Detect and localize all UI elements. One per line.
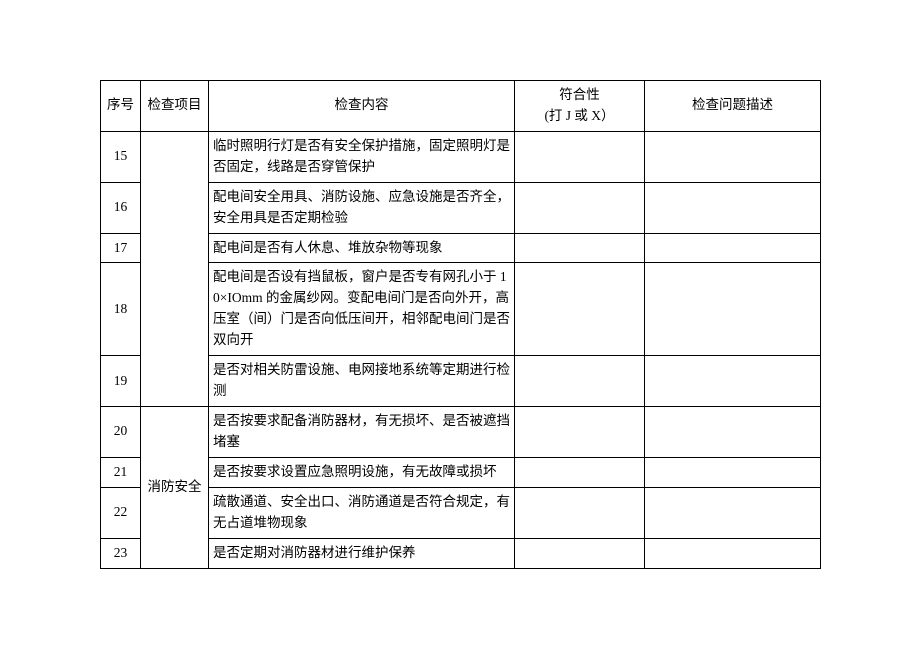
cell-num: 23 xyxy=(101,538,141,568)
cell-conform xyxy=(515,538,645,568)
table-row: 17 配电间是否有人休息、堆放杂物等现象 xyxy=(101,233,821,263)
header-description: 检查问题描述 xyxy=(645,81,821,132)
table-row: 15 临时照明行灯是否有安全保护措施，固定照明灯是否固定，线路是否穿管保护 xyxy=(101,131,821,182)
cell-content: 配电间是否设有挡鼠板，窗户是否专有网孔小于 10×IOmm 的金属纱网。变配电间… xyxy=(209,263,515,356)
table-row: 21 是否按要求设置应急照明设施，有无故障或损坏 xyxy=(101,457,821,487)
cell-content: 配电间是否有人休息、堆放杂物等现象 xyxy=(209,233,515,263)
cell-conform xyxy=(515,356,645,407)
table-row: 19 是否对相关防雷设施、电网接地系统等定期进行检测 xyxy=(101,356,821,407)
table-row: 23 是否定期对消防器材进行维护保养 xyxy=(101,538,821,568)
cell-desc xyxy=(645,131,821,182)
cell-content: 是否按要求配备消防器材，有无损坏、是否被遮挡堵塞 xyxy=(209,406,515,457)
table-row: 22 疏散通道、安全出口、消防通道是否符合规定，有无占道堆物现象 xyxy=(101,487,821,538)
header-conformance-l2: (打 J 或 X） xyxy=(517,106,642,127)
cell-conform xyxy=(515,263,645,356)
cell-desc xyxy=(645,538,821,568)
header-num: 序号 xyxy=(101,81,141,132)
header-conformance: 符合性 (打 J 或 X） xyxy=(515,81,645,132)
cell-content: 疏散通道、安全出口、消防通道是否符合规定，有无占道堆物现象 xyxy=(209,487,515,538)
header-conformance-l1: 符合性 xyxy=(517,85,642,106)
header-content: 检查内容 xyxy=(209,81,515,132)
cell-conform xyxy=(515,487,645,538)
page: 序号 检查项目 检查内容 符合性 (打 J 或 X） 检查问题描述 15 临时照… xyxy=(0,0,920,569)
cell-desc xyxy=(645,457,821,487)
inspection-table: 序号 检查项目 检查内容 符合性 (打 J 或 X） 检查问题描述 15 临时照… xyxy=(100,80,821,569)
cell-num: 18 xyxy=(101,263,141,356)
cell-desc xyxy=(645,356,821,407)
cell-desc xyxy=(645,182,821,233)
cell-num: 17 xyxy=(101,233,141,263)
table-row: 16 配电间安全用具、消防设施、应急设施是否齐全，安全用具是否定期检验 xyxy=(101,182,821,233)
cell-num: 16 xyxy=(101,182,141,233)
cell-content: 配电间安全用具、消防设施、应急设施是否齐全，安全用具是否定期检验 xyxy=(209,182,515,233)
cell-category-blank xyxy=(141,131,209,406)
cell-conform xyxy=(515,131,645,182)
cell-desc xyxy=(645,263,821,356)
cell-category-fire: 消防安全 xyxy=(141,406,209,568)
cell-content: 临时照明行灯是否有安全保护措施，固定照明灯是否固定，线路是否穿管保护 xyxy=(209,131,515,182)
cell-content: 是否定期对消防器材进行维护保养 xyxy=(209,538,515,568)
cell-conform xyxy=(515,406,645,457)
cell-num: 19 xyxy=(101,356,141,407)
cell-conform xyxy=(515,233,645,263)
cell-content: 是否按要求设置应急照明设施，有无故障或损坏 xyxy=(209,457,515,487)
cell-content: 是否对相关防雷设施、电网接地系统等定期进行检测 xyxy=(209,356,515,407)
cell-num: 22 xyxy=(101,487,141,538)
cell-num: 20 xyxy=(101,406,141,457)
cell-num: 15 xyxy=(101,131,141,182)
header-category: 检查项目 xyxy=(141,81,209,132)
cell-conform xyxy=(515,457,645,487)
cell-conform xyxy=(515,182,645,233)
cell-desc xyxy=(645,233,821,263)
cell-desc xyxy=(645,487,821,538)
header-row: 序号 检查项目 检查内容 符合性 (打 J 或 X） 检查问题描述 xyxy=(101,81,821,132)
cell-num: 21 xyxy=(101,457,141,487)
table-row: 18 配电间是否设有挡鼠板，窗户是否专有网孔小于 10×IOmm 的金属纱网。变… xyxy=(101,263,821,356)
cell-desc xyxy=(645,406,821,457)
table-row: 20 消防安全 是否按要求配备消防器材，有无损坏、是否被遮挡堵塞 xyxy=(101,406,821,457)
